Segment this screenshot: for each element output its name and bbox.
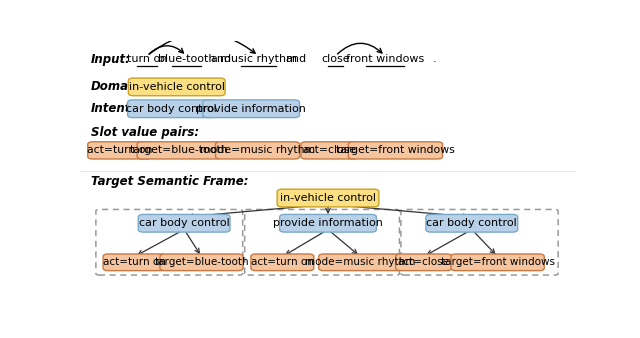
FancyBboxPatch shape <box>396 254 452 271</box>
Text: Intents:: Intents: <box>91 102 143 115</box>
Text: music rhythm: music rhythm <box>220 54 297 64</box>
FancyBboxPatch shape <box>88 142 152 159</box>
FancyBboxPatch shape <box>251 254 314 271</box>
FancyArrowPatch shape <box>149 33 255 54</box>
FancyArrowPatch shape <box>337 43 382 54</box>
Text: act=close: act=close <box>397 257 450 267</box>
FancyBboxPatch shape <box>216 142 300 159</box>
Text: act=turn on: act=turn on <box>87 145 152 155</box>
FancyBboxPatch shape <box>277 189 379 207</box>
FancyArrowPatch shape <box>149 46 184 54</box>
Text: car body control: car body control <box>139 218 230 228</box>
FancyBboxPatch shape <box>160 254 243 271</box>
FancyBboxPatch shape <box>203 100 300 118</box>
Text: act=turn on: act=turn on <box>251 257 314 267</box>
Text: Input:: Input: <box>91 53 131 66</box>
FancyBboxPatch shape <box>319 254 402 271</box>
Text: act=close: act=close <box>303 145 356 155</box>
Text: target=blue-tooth: target=blue-tooth <box>154 257 249 267</box>
FancyBboxPatch shape <box>137 142 221 159</box>
Text: in-vehicle control: in-vehicle control <box>280 193 376 203</box>
FancyBboxPatch shape <box>127 100 216 118</box>
Text: in-vehicle control: in-vehicle control <box>129 82 225 92</box>
FancyBboxPatch shape <box>348 142 443 159</box>
Text: .: . <box>433 54 436 64</box>
Text: Domain:: Domain: <box>91 80 146 93</box>
FancyBboxPatch shape <box>138 214 230 232</box>
Text: target=front windows: target=front windows <box>440 257 555 267</box>
FancyBboxPatch shape <box>280 214 376 232</box>
Text: mode=music rhythm: mode=music rhythm <box>305 257 415 267</box>
FancyBboxPatch shape <box>103 254 166 271</box>
Text: and: and <box>211 54 232 64</box>
Text: turn on: turn on <box>127 54 167 64</box>
Text: car body control: car body control <box>126 104 217 114</box>
Text: provide information: provide information <box>196 104 306 114</box>
Text: Target Semantic Frame:: Target Semantic Frame: <box>91 175 248 188</box>
Text: Slot value pairs:: Slot value pairs: <box>91 126 199 140</box>
Text: provide information: provide information <box>273 218 383 228</box>
Text: front windows: front windows <box>346 54 424 64</box>
FancyBboxPatch shape <box>129 78 225 96</box>
FancyBboxPatch shape <box>301 142 358 159</box>
Text: car body control: car body control <box>426 218 517 228</box>
Text: mode=music rhythm: mode=music rhythm <box>200 145 315 155</box>
Text: close: close <box>321 54 349 64</box>
FancyBboxPatch shape <box>426 214 518 232</box>
Text: blue-tooth: blue-tooth <box>158 54 216 64</box>
Text: and: and <box>285 54 307 64</box>
Text: target=front windows: target=front windows <box>336 145 455 155</box>
Text: target=blue-tooth: target=blue-tooth <box>130 145 228 155</box>
FancyBboxPatch shape <box>451 254 544 271</box>
Text: act=turn on: act=turn on <box>103 257 166 267</box>
